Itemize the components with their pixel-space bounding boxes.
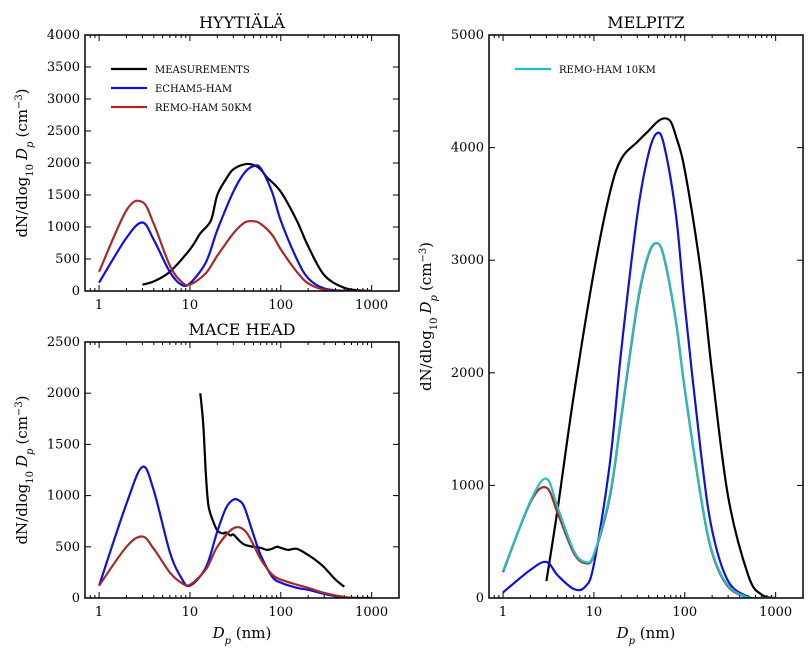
y-tick-label: 1000 (47, 220, 80, 235)
series-group (98, 162, 372, 291)
x-tick-label: 10 (182, 298, 199, 313)
x-tick-label: 100 (268, 605, 293, 620)
series-measurements (545, 117, 776, 598)
series-echam5-ham (502, 131, 776, 598)
y-axis-label: dN/dlog10Dp(cm−3) (13, 395, 36, 544)
chart-hyytiala: 1 10 100 1000 0 500 1000 1500 2000 2500 3000 3500 40… (13, 12, 400, 313)
y-tick-label: 500 (55, 540, 80, 555)
y-tick-label: 4000 (47, 28, 80, 43)
y-tick-label: 2000 (451, 366, 484, 381)
y-tick-label: 1000 (451, 478, 484, 493)
y-tick-label: 5000 (451, 28, 484, 43)
series-remo-ham-50km (98, 525, 372, 598)
y-tick-label: 1000 (47, 489, 80, 504)
legend-label: REMO-HAM 10KM (559, 65, 656, 76)
legend-label: ECHAM5-HAM (155, 84, 232, 95)
chart-macehead: 1 10 100 1000 0 500 1000 1500 2000 2500 MACE HEAD d… (13, 320, 400, 647)
legend: REMO-HAM 10KM (515, 65, 656, 76)
series-measurements (199, 393, 345, 588)
x-axis-label: Dp (nm) (212, 624, 272, 647)
series-group (502, 117, 776, 598)
legend: MEASUREMENTS ECHAM5-HAM REMO-HAM 50KM (111, 65, 252, 114)
series-echam5-ham (98, 465, 372, 598)
y-tick-label: 0 (72, 284, 80, 299)
y-tick-label: 1500 (47, 437, 80, 452)
x-tick-label: 1 (95, 298, 103, 313)
x-tick-label: 100 (672, 605, 697, 620)
y-tick-label: 1500 (47, 188, 80, 203)
y-tick-label: 500 (55, 252, 80, 267)
series-measurements (142, 162, 372, 291)
y-tick-label: 0 (72, 591, 80, 606)
chart-title: MELPITZ (607, 13, 685, 32)
y-tick-label: 2000 (47, 386, 80, 401)
plot-frame (488, 34, 804, 599)
x-tick-label: 100 (268, 298, 293, 313)
x-tick-label: 1 (499, 605, 507, 620)
y-axis-label: dN/dlog10Dp(cm−3) (13, 88, 36, 237)
y-tick-label: 4000 (451, 141, 484, 156)
x-tick-label: 1000 (355, 298, 388, 313)
y-tick-label: 3000 (47, 92, 80, 107)
chart-title: MACE HEAD (189, 320, 296, 339)
plot-frame (84, 34, 400, 292)
x-tick-label: 1000 (759, 605, 792, 620)
x-axis-label: Dp (nm) (616, 624, 676, 647)
y-tick-label: 2500 (47, 335, 80, 350)
y-tick-label: 0 (476, 591, 484, 606)
plot-frame (84, 341, 400, 599)
x-tick-label: 10 (586, 605, 603, 620)
series-remo-ham-50km (98, 199, 372, 291)
y-tick-label: 3500 (47, 60, 80, 75)
chart-melpitz: 1 10 100 1000 0 1000 2000 3000 4000 5000 MELPITZ dN… (417, 13, 804, 647)
series-echam5-ham (98, 164, 372, 291)
x-tick-label: 1000 (355, 605, 388, 620)
x-tick-label: 10 (182, 605, 199, 620)
series-remo-ham-10km (502, 241, 776, 598)
y-tick-label: 3000 (451, 253, 484, 268)
legend-label: MEASUREMENTS (155, 65, 250, 76)
chart-title: HYYTIÄLÄ (199, 12, 285, 32)
y-axis-label: dN/dlog10Dp(cm−3) (417, 242, 440, 391)
y-tick-label: 2000 (47, 156, 80, 171)
y-tick-label: 2500 (47, 124, 80, 139)
series-group (98, 393, 372, 598)
x-tick-label: 1 (95, 605, 103, 620)
legend-label: REMO-HAM 50KM (155, 103, 252, 114)
